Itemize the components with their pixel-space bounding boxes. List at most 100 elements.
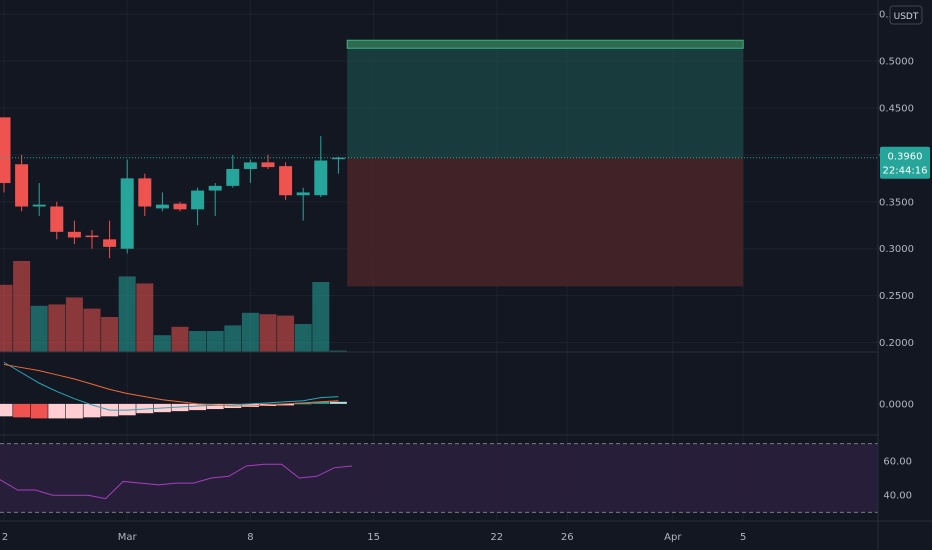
currency-label: USDT <box>894 12 919 22</box>
rsi-line <box>0 463 353 500</box>
target-handle[interactable] <box>346 39 744 49</box>
macd-pane <box>0 361 347 419</box>
macd-line <box>3 361 339 411</box>
volume-bar <box>312 282 330 352</box>
candle <box>331 156 345 174</box>
candle-body <box>120 178 134 249</box>
volume-bar <box>30 305 48 352</box>
time-tick-label: Mar <box>118 532 138 543</box>
rsi-band <box>0 443 878 513</box>
volume-bar <box>65 297 83 352</box>
candle <box>85 229 99 249</box>
price-tick-label: 0.4500 <box>879 103 914 114</box>
candle-body <box>103 239 117 247</box>
candle-body <box>191 190 205 210</box>
volume-bar <box>83 308 101 352</box>
candle <box>243 159 257 184</box>
time-tick-label: Apr <box>664 532 682 543</box>
rsi-axis[interactable]: 60.00 40.00 <box>883 456 912 501</box>
rsi-tick-label: 60.00 <box>883 456 912 467</box>
volume-bar <box>0 284 13 352</box>
candle-body <box>32 204 46 207</box>
price-tick-label: 0.2500 <box>879 291 914 302</box>
candlesticks <box>0 117 345 259</box>
candle <box>173 201 187 212</box>
macd-histogram-bar <box>118 403 136 416</box>
position-tool[interactable] <box>346 39 744 287</box>
time-tick-label: 2 <box>2 532 8 543</box>
macd-histogram-bar <box>0 403 13 417</box>
time-axis[interactable]: 2 Mar 8 15 22 26 Apr 5 <box>2 532 747 543</box>
candle-body <box>85 235 99 238</box>
volume-bar <box>171 326 189 352</box>
macd-histogram-bar <box>189 403 207 411</box>
macd-histogram-bar <box>48 403 66 419</box>
candle <box>0 117 11 193</box>
volume-bar <box>277 315 295 352</box>
current-price-label: 0.3960 22:44:16 <box>880 146 930 179</box>
candle-body <box>67 231 81 238</box>
candle <box>208 183 222 216</box>
volume-bars <box>0 261 347 352</box>
candle-body <box>331 157 345 160</box>
candle-body <box>208 185 222 191</box>
candle <box>120 159 134 254</box>
volume-bar <box>224 325 242 352</box>
currency-badge[interactable]: USDT <box>889 5 923 25</box>
volume-bar <box>259 314 277 352</box>
candle <box>138 173 152 216</box>
price-tick-label: 0.2000 <box>879 338 914 349</box>
time-tick-label: 26 <box>561 532 574 543</box>
macd-histogram-bar <box>30 403 48 419</box>
price-tick-label: 0.5000 <box>879 57 914 68</box>
price-tick-label: 0.3000 <box>879 244 914 255</box>
candle <box>32 183 46 216</box>
candle-body <box>261 162 275 168</box>
macd-histogram-bar <box>206 403 224 410</box>
candle <box>191 187 205 226</box>
volume-bar <box>329 350 347 352</box>
macd-histogram-bar <box>329 401 347 404</box>
macd-histogram-bar <box>277 403 295 406</box>
volume-bar <box>153 335 171 352</box>
volume-bar <box>101 317 119 352</box>
candle <box>67 220 81 245</box>
volume-bar <box>136 283 154 352</box>
macd-axis[interactable]: 0.0000 <box>879 399 914 410</box>
candle-body <box>314 160 328 196</box>
macd-histogram-bar <box>312 401 330 404</box>
time-tick-label: 8 <box>247 532 253 543</box>
volume-bar <box>118 276 136 352</box>
candle <box>314 136 328 198</box>
candle <box>279 162 293 200</box>
macd-tick-label: 0.0000 <box>879 399 914 410</box>
candle <box>296 187 310 221</box>
macd-histogram-bar <box>136 403 154 414</box>
candle <box>15 154 29 212</box>
macd-histogram-bar <box>241 403 259 407</box>
macd-histogram-bar <box>65 403 83 419</box>
stop-zone[interactable] <box>347 157 744 287</box>
volume-bar <box>206 331 224 352</box>
macd-histogram-bar <box>83 403 101 418</box>
candle-body <box>243 162 257 169</box>
rsi-pane <box>0 443 878 513</box>
current-price-value: 0.3960 <box>888 152 923 163</box>
time-tick-label: 5 <box>740 532 746 543</box>
volume-bar <box>241 312 259 352</box>
candle <box>103 220 117 259</box>
candle <box>226 154 240 188</box>
candle-body <box>155 204 169 209</box>
candle-body <box>173 203 187 210</box>
target-zone[interactable] <box>347 42 744 158</box>
rsi-tick-label: 40.00 <box>883 491 912 502</box>
signal-line <box>3 363 339 407</box>
volume-bar <box>189 331 207 352</box>
time-tick-label: 22 <box>490 532 503 543</box>
candle <box>50 201 64 240</box>
volume-bar <box>48 304 66 352</box>
candle-body <box>296 192 310 196</box>
candle-body <box>279 166 293 196</box>
candle-body <box>15 164 29 207</box>
